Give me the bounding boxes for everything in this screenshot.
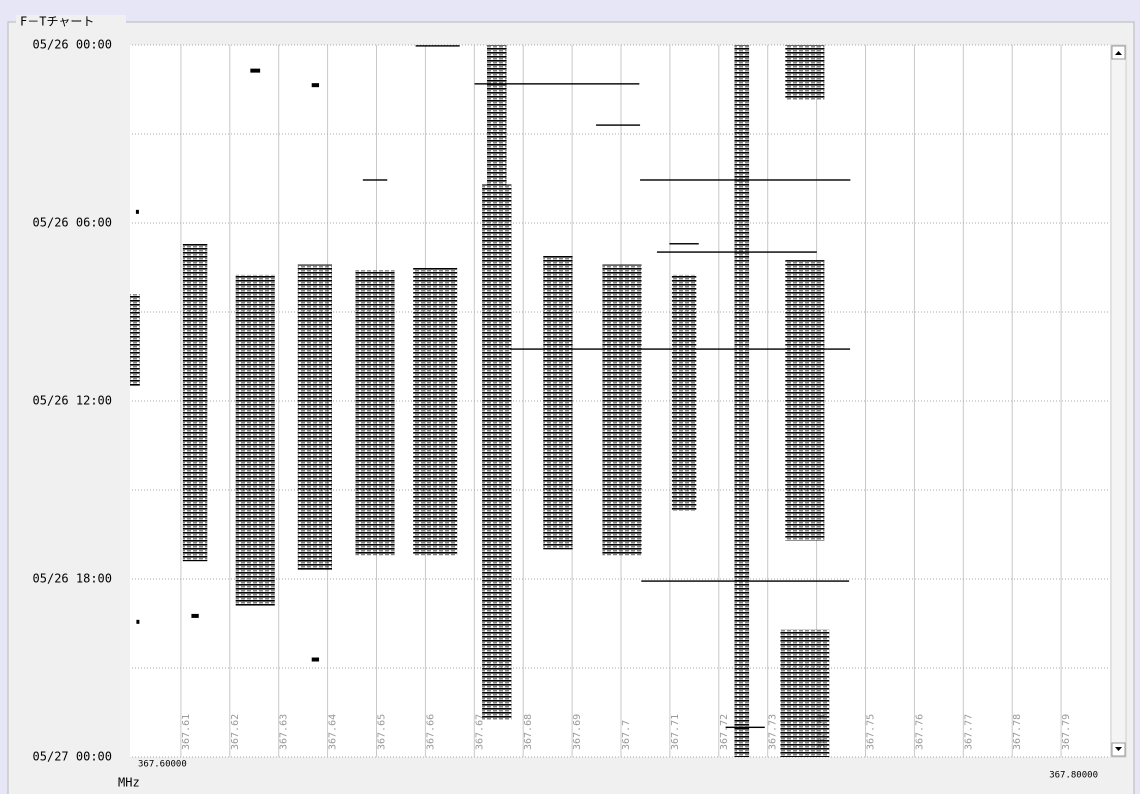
signal-line (596, 124, 640, 125)
signal-line (416, 45, 460, 46)
x-tick-label: 367.68 (523, 714, 534, 750)
signal-line (312, 658, 319, 662)
x-tick-label: 367.78 (1012, 714, 1023, 750)
signal-band (183, 244, 207, 561)
signal-band (236, 275, 275, 606)
signal-line (250, 69, 260, 73)
x-tick-label: 367.72 (719, 714, 730, 750)
x-tick-label: 367.65 (377, 714, 388, 750)
signal-band (780, 629, 829, 757)
signal-line (191, 614, 198, 618)
ft-chart-window: F－Tチャート MHz 05/26 00:00 05/26 06:00 05/26 … (0, 0, 1140, 794)
signal-line (726, 727, 765, 728)
signal-band (785, 45, 824, 100)
signal-line (312, 83, 319, 87)
x-tick-label: 367.76 (914, 714, 925, 750)
x-tick-label: 367.62 (230, 714, 241, 750)
y-tick-label: 05/27 00:00 (33, 750, 112, 764)
signal-band (487, 45, 507, 184)
x-tick-label: 367.75 (866, 714, 877, 750)
y-tick-label: 05/26 06:00 (33, 216, 112, 230)
scrollbar[interactable] (1111, 45, 1126, 757)
signal-line (669, 243, 698, 244)
signal-line (510, 348, 850, 349)
x-end-label: 367.80000 (1049, 771, 1098, 781)
signal-band (602, 265, 641, 556)
x-tick-label: 367.73 (768, 714, 779, 750)
signal-line (657, 251, 817, 252)
x-tick-label: 367.7 (621, 720, 632, 750)
group-box-title: F－Tチャート (20, 15, 94, 29)
x-tick-label: 367.61 (181, 714, 192, 750)
signal-band (734, 45, 749, 757)
signal-line (363, 179, 387, 180)
signal-band (413, 268, 457, 556)
x-tick-label: 367.66 (425, 714, 436, 750)
signal-band (130, 294, 140, 386)
x-tick-label: 367.71 (670, 714, 681, 750)
y-tick-label: 05/26 12:00 (33, 394, 112, 408)
x-unit: MHz (118, 776, 140, 790)
x-tick-label: 367.77 (963, 714, 974, 750)
x-tick-label: 367.79 (1061, 714, 1072, 750)
signal-line (641, 580, 849, 581)
page: {"chart_data": {"type": "ft-chart", "tit… (0, 0, 1140, 794)
signal-line (475, 83, 640, 84)
signal-band (482, 184, 511, 719)
signal-band (543, 256, 572, 550)
x-tick-label: 367.64 (328, 714, 339, 750)
x-tick-label: 367.63 (279, 714, 290, 750)
y-tick-label: 05/26 18:00 (33, 572, 112, 586)
signal-line (640, 179, 850, 180)
y-tick-label: 05/26 00:00 (33, 38, 112, 52)
signal-band (785, 260, 824, 540)
signal-line (136, 620, 139, 624)
signal-band (355, 270, 394, 555)
signal-band (672, 275, 696, 511)
signal-line (136, 210, 139, 214)
x-tick-label: 367.69 (572, 714, 583, 750)
signal-band (298, 265, 332, 571)
x-end-label: 367.60000 (138, 760, 187, 770)
